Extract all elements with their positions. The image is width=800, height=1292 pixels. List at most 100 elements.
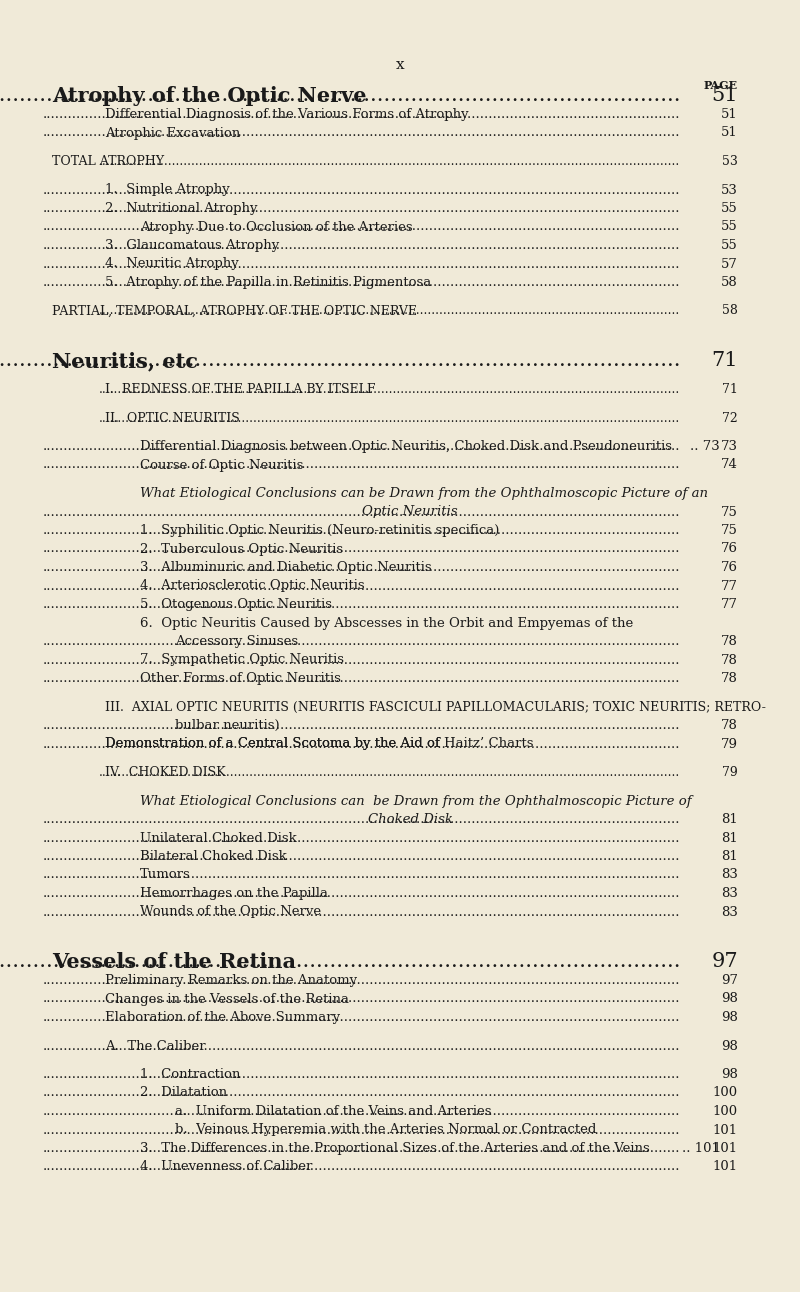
Text: ................................................................................: ........................................… bbox=[42, 1068, 680, 1081]
Text: 1.  Contraction: 1. Contraction bbox=[140, 1068, 240, 1081]
Text: Other Forms of Optic Neuritis: Other Forms of Optic Neuritis bbox=[140, 672, 341, 685]
Text: ................................................................................: ........................................… bbox=[98, 411, 680, 425]
Text: Bilateral Choked Disk: Bilateral Choked Disk bbox=[140, 850, 286, 863]
Text: 51: 51 bbox=[711, 87, 738, 105]
Text: 3.  Albuminuric and Diabetic Optic Neuritis: 3. Albuminuric and Diabetic Optic Neurit… bbox=[140, 561, 432, 574]
Text: ................................................................................: ........................................… bbox=[42, 888, 680, 901]
Text: ................................................................................: ........................................… bbox=[98, 155, 680, 168]
Text: 83: 83 bbox=[721, 888, 738, 901]
Text: Differential Diagnosis of the Various Forms of Atrophy: Differential Diagnosis of the Various Fo… bbox=[105, 109, 469, 121]
Text: ................................................................................: ........................................… bbox=[42, 720, 680, 733]
Text: a.  Uniform Dilatation of the Veins and Arteries: a. Uniform Dilatation of the Veins and A… bbox=[175, 1105, 491, 1118]
Text: ................................................................................: ........................................… bbox=[42, 906, 680, 919]
Text: 83: 83 bbox=[721, 868, 738, 881]
Text: PAGE: PAGE bbox=[704, 80, 738, 90]
Text: Atrophy of the Optic Nerve: Atrophy of the Optic Nerve bbox=[52, 87, 366, 106]
Text: 98: 98 bbox=[721, 1012, 738, 1025]
Text: 75: 75 bbox=[721, 505, 738, 518]
Text: Changes in the Vessels of the Retina: Changes in the Vessels of the Retina bbox=[105, 992, 349, 1005]
Text: ................................................................................: ........................................… bbox=[42, 1105, 680, 1118]
Text: ................................................................................: ........................................… bbox=[42, 109, 680, 121]
Text: What Etiological Conclusions can  be Drawn from the Ophthalmoscopic Picture of: What Etiological Conclusions can be Draw… bbox=[140, 795, 692, 808]
Text: Demonstration of a Central Scotoma by the Aid of Haitz’ Charts: Demonstration of a Central Scotoma by th… bbox=[105, 738, 534, 751]
Text: ................................................................................: ........................................… bbox=[42, 441, 680, 453]
Text: Neuritis, etc: Neuritis, etc bbox=[52, 351, 198, 371]
Text: Optic Neuritis: Optic Neuritis bbox=[362, 505, 458, 518]
Text: ................................................................................: ........................................… bbox=[0, 952, 680, 972]
Text: ................................................................................: ........................................… bbox=[42, 561, 680, 574]
Text: 4.  Arteriosclerotic Optic Neuritis: 4. Arteriosclerotic Optic Neuritis bbox=[140, 580, 365, 593]
Text: 51: 51 bbox=[722, 127, 738, 140]
Text: Atrophic Excavation: Atrophic Excavation bbox=[105, 127, 240, 140]
Text: ................................................................................: ........................................… bbox=[42, 850, 680, 863]
Text: 81: 81 bbox=[722, 832, 738, 845]
Text: 98: 98 bbox=[721, 992, 738, 1005]
Text: ................................................................................: ........................................… bbox=[42, 868, 680, 881]
Text: ................................................................................: ........................................… bbox=[42, 202, 680, 214]
Text: ................................................................................: ........................................… bbox=[42, 1142, 680, 1155]
Text: ................................................................................: ........................................… bbox=[42, 525, 680, 537]
Text: ................................................................................: ........................................… bbox=[98, 305, 680, 318]
Text: ................................................................................: ........................................… bbox=[42, 813, 680, 826]
Text: Choked Disk: Choked Disk bbox=[367, 813, 453, 826]
Text: II.  OPTIC NEURITIS: II. OPTIC NEURITIS bbox=[105, 411, 240, 425]
Text: 2.  Tuberculous Optic Neuritis: 2. Tuberculous Optic Neuritis bbox=[140, 543, 343, 556]
Text: ................................................................................: ........................................… bbox=[42, 459, 680, 472]
Text: ................................................................................: ........................................… bbox=[42, 543, 680, 556]
Text: 78: 78 bbox=[721, 672, 738, 685]
Text: Demonstration of a Central Scotoma by the Aid of: Demonstration of a Central Scotoma by th… bbox=[105, 738, 444, 751]
Text: 4.  Neuritic Atrophy: 4. Neuritic Atrophy bbox=[105, 257, 238, 270]
Text: .. 101: .. 101 bbox=[682, 1142, 720, 1155]
Text: 101: 101 bbox=[713, 1160, 738, 1173]
Text: 76: 76 bbox=[721, 543, 738, 556]
Text: 6.  Optic Neuritis Caused by Abscesses in the Orbit and Empyemas of the: 6. Optic Neuritis Caused by Abscesses in… bbox=[140, 616, 634, 629]
Text: A.  The Caliber: A. The Caliber bbox=[105, 1040, 206, 1053]
Text: ................................................................................: ........................................… bbox=[42, 1124, 680, 1137]
Text: 83: 83 bbox=[721, 906, 738, 919]
Text: 78: 78 bbox=[721, 654, 738, 667]
Text: PARTIAL, TEMPORAL, ATROPHY OF THE OPTIC NERVE: PARTIAL, TEMPORAL, ATROPHY OF THE OPTIC … bbox=[52, 305, 417, 318]
Text: 100: 100 bbox=[713, 1087, 738, 1099]
Text: ................................................................................: ........................................… bbox=[0, 351, 680, 370]
Text: ................................................................................: ........................................… bbox=[42, 974, 680, 987]
Text: Elaboration of the Above Summary: Elaboration of the Above Summary bbox=[105, 1012, 340, 1025]
Text: Differential Diagnosis between Optic Neuritis, Choked Disk and Pseudoneuritis: Differential Diagnosis between Optic Neu… bbox=[140, 441, 672, 453]
Text: 81: 81 bbox=[722, 813, 738, 826]
Text: 3.  Glaucomatous Atrophy: 3. Glaucomatous Atrophy bbox=[105, 239, 279, 252]
Text: ................................................................................: ........................................… bbox=[98, 766, 680, 779]
Text: Unilateral Choked Disk: Unilateral Choked Disk bbox=[140, 832, 297, 845]
Text: 58: 58 bbox=[722, 276, 738, 289]
Text: Preliminary Remarks on the Anatomy: Preliminary Remarks on the Anatomy bbox=[105, 974, 357, 987]
Text: 75: 75 bbox=[721, 525, 738, 537]
Text: Wounds of the Optic Nerve: Wounds of the Optic Nerve bbox=[140, 906, 321, 919]
Text: 97: 97 bbox=[721, 974, 738, 987]
Text: ................................................................................: ........................................… bbox=[42, 505, 680, 518]
Text: 5.  Otogenous Optic Neuritis: 5. Otogenous Optic Neuritis bbox=[140, 598, 332, 611]
Text: ................................................................................: ........................................… bbox=[0, 87, 680, 105]
Text: 73: 73 bbox=[721, 441, 738, 453]
Text: 76: 76 bbox=[721, 561, 738, 574]
Text: ................................................................................: ........................................… bbox=[42, 239, 680, 252]
Text: ................................................................................: ........................................… bbox=[42, 654, 680, 667]
Text: ................................................................................: ........................................… bbox=[42, 257, 680, 270]
Text: .. 73: .. 73 bbox=[690, 441, 720, 453]
Text: III.  AXIAL OPTIC NEURITIS (NEURITIS FASCICULI PAPILLOMACULARIS; TOXIC NEURITIS;: III. AXIAL OPTIC NEURITIS (NEURITIS FASC… bbox=[105, 700, 766, 713]
Text: ................................................................................: ........................................… bbox=[42, 1040, 680, 1053]
Text: 98: 98 bbox=[721, 1068, 738, 1081]
Text: I.  REDNESS OF THE PAPILLA BY ITSELF: I. REDNESS OF THE PAPILLA BY ITSELF bbox=[105, 382, 375, 397]
Text: 2.  Nutritional Atrophy: 2. Nutritional Atrophy bbox=[105, 202, 258, 214]
Text: ................................................................................: ........................................… bbox=[42, 634, 680, 649]
Text: 72: 72 bbox=[722, 411, 738, 425]
Text: Vessels of the Retina: Vessels of the Retina bbox=[52, 952, 296, 972]
Text: What Etiological Conclusions can be Drawn from the Ophthalmoscopic Picture of an: What Etiological Conclusions can be Draw… bbox=[140, 487, 708, 500]
Text: 101: 101 bbox=[713, 1124, 738, 1137]
Text: 57: 57 bbox=[721, 257, 738, 270]
Text: 1.  Syphilitic Optic Neuritis (Neuro-retinitis specifica): 1. Syphilitic Optic Neuritis (Neuro-reti… bbox=[140, 525, 499, 537]
Text: Accessory Sinuses: Accessory Sinuses bbox=[175, 634, 298, 649]
Text: 55: 55 bbox=[722, 239, 738, 252]
Text: 58: 58 bbox=[722, 305, 738, 318]
Text: ................................................................................: ........................................… bbox=[42, 738, 680, 751]
Text: x: x bbox=[396, 58, 404, 72]
Text: ................................................................................: ........................................… bbox=[42, 276, 680, 289]
Text: 71: 71 bbox=[722, 382, 738, 397]
